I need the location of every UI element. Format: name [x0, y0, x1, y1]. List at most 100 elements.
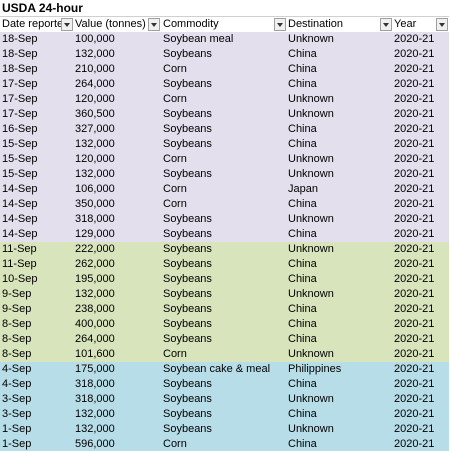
table-row: 17-Sep 264,000 Soybeans China 2020-21 — [0, 77, 449, 92]
date-cell: 11-Sep — [2, 243, 37, 255]
destination-cell: China — [288, 78, 317, 90]
date-cell: 15-Sep — [2, 138, 38, 150]
destination-cell: China — [288, 123, 317, 135]
column-header: Year — [394, 18, 417, 30]
destination-cell: Unknown — [288, 393, 334, 405]
value-cell: 132,000 — [75, 423, 115, 435]
table-row: 14-Sep 129,000 Soybeans China 2020-21 — [0, 227, 449, 242]
destination-cell: Philippines — [288, 363, 342, 375]
filter-button[interactable] — [380, 18, 392, 31]
value-cell: 210,000 — [75, 63, 115, 75]
filter-button[interactable] — [436, 18, 448, 31]
commodity-cell: Soybeans — [163, 48, 212, 60]
date-cell: 8-Sep — [2, 348, 32, 360]
destination-cell: Unknown — [288, 288, 334, 300]
filter-button[interactable] — [61, 18, 73, 31]
destination-cell: China — [288, 303, 317, 315]
value-cell: 129,000 — [75, 228, 115, 240]
commodity-cell: Soybeans — [163, 123, 212, 135]
commodity-cell: Soybeans — [163, 333, 212, 345]
date-cell: 16-Sep — [2, 123, 38, 135]
value-cell: 132,000 — [75, 408, 115, 420]
value-cell: 101,600 — [75, 348, 115, 360]
value-cell: 100,000 — [75, 33, 115, 45]
year-cell: 2020-21 — [394, 333, 434, 345]
commodity-cell: Corn — [163, 348, 187, 360]
table-row: 3-Sep 318,000 Soybeans Unknown 2020-21 — [0, 392, 449, 407]
value-cell: 132,000 — [75, 48, 115, 60]
date-cell: 17-Sep — [2, 78, 38, 90]
value-cell: 222,000 — [75, 243, 115, 255]
table-row: 8-Sep 400,000 Soybeans China 2020-21 — [0, 317, 449, 332]
date-cell: 3-Sep — [2, 393, 32, 405]
destination-cell: China — [288, 408, 317, 420]
destination-cell: China — [288, 273, 317, 285]
commodity-cell: Corn — [163, 198, 187, 210]
date-cell: 17-Sep — [2, 108, 38, 120]
destination-cell: Unknown — [288, 243, 334, 255]
table-row: 16-Sep 327,000 Soybeans China 2020-21 — [0, 122, 449, 137]
table-row: 11-Sep 262,000 Soybeans China 2020-21 — [0, 257, 449, 272]
date-cell: 15-Sep — [2, 168, 38, 180]
destination-cell: Unknown — [288, 348, 334, 360]
table-row: 10-Sep 195,000 Soybeans China 2020-21 — [0, 272, 449, 287]
destination-cell: China — [288, 48, 317, 60]
year-cell: 2020-21 — [394, 183, 434, 195]
year-cell: 2020-21 — [394, 348, 434, 360]
column-header: Value (tonnes) — [75, 18, 146, 30]
destination-cell: China — [288, 333, 317, 345]
year-cell: 2020-21 — [394, 63, 434, 75]
date-cell: 14-Sep — [2, 198, 38, 210]
year-cell: 2020-21 — [394, 213, 434, 225]
date-cell: 15-Sep — [2, 153, 38, 165]
commodity-cell: Corn — [163, 183, 187, 195]
table-row: 14-Sep 350,000 Corn China 2020-21 — [0, 197, 449, 212]
table-row: 18-Sep 100,000 Soybean meal Unknown 2020-21 — [0, 32, 449, 47]
date-cell: 8-Sep — [2, 333, 32, 345]
destination-cell: Unknown — [288, 153, 334, 165]
commodity-cell: Soybeans — [163, 393, 212, 405]
table-row: 17-Sep 360,500 Soybeans Unknown 2020-21 — [0, 107, 449, 122]
sheet-title: USDA 24-hour — [2, 1, 83, 15]
year-cell: 2020-21 — [394, 153, 434, 165]
filter-button[interactable] — [148, 18, 160, 31]
value-cell: 262,000 — [75, 258, 115, 270]
date-cell: 9-Sep — [2, 303, 32, 315]
date-cell: 1-Sep — [2, 438, 32, 450]
commodity-cell: Soybeans — [163, 243, 212, 255]
commodity-cell: Soybeans — [163, 228, 212, 240]
table-row: 14-Sep 318,000 Soybeans Unknown 2020-21 — [0, 212, 449, 227]
commodity-cell: Soybeans — [163, 168, 212, 180]
header-row: Date reporte Value (tonnes) Commodity Desti… — [0, 16, 449, 33]
filter-button[interactable] — [274, 18, 286, 31]
commodity-cell: Soybean cake & meal — [163, 363, 271, 375]
destination-cell: China — [288, 318, 317, 330]
commodity-cell: Soybeans — [163, 318, 212, 330]
value-cell: 264,000 — [75, 78, 115, 90]
commodity-cell: Corn — [163, 438, 187, 450]
destination-cell: Unknown — [288, 423, 334, 435]
table-row: 18-Sep 210,000 Corn China 2020-21 — [0, 62, 449, 77]
column-header: Date reporte — [2, 18, 61, 30]
table-row: 15-Sep 132,000 Soybeans Unknown 2020-21 — [0, 167, 449, 182]
table-row: 4-Sep 175,000 Soybean cake & meal Philippin… — [0, 362, 449, 377]
column-header: Commodity — [163, 18, 219, 30]
commodity-cell: Soybeans — [163, 303, 212, 315]
table-row: 8-Sep 264,000 Soybeans China 2020-21 — [0, 332, 449, 347]
year-cell: 2020-21 — [394, 198, 434, 210]
year-cell: 2020-21 — [394, 318, 434, 330]
value-cell: 400,000 — [75, 318, 115, 330]
destination-cell: China — [288, 63, 317, 75]
date-cell: 10-Sep — [2, 273, 38, 285]
table-row: 8-Sep 101,600 Corn Unknown 2020-21 — [0, 347, 449, 362]
date-cell: 14-Sep — [2, 183, 38, 195]
table-row: 15-Sep 132,000 Soybeans China 2020-21 — [0, 137, 449, 152]
value-cell: 120,000 — [75, 93, 115, 105]
commodity-cell: Soybeans — [163, 213, 212, 225]
year-cell: 2020-21 — [394, 78, 434, 90]
year-cell: 2020-21 — [394, 438, 434, 450]
date-cell: 3-Sep — [2, 408, 32, 420]
table-row: 9-Sep 132,000 Soybeans Unknown 2020-21 — [0, 287, 449, 302]
year-cell: 2020-21 — [394, 228, 434, 240]
commodity-cell: Soybeans — [163, 138, 212, 150]
